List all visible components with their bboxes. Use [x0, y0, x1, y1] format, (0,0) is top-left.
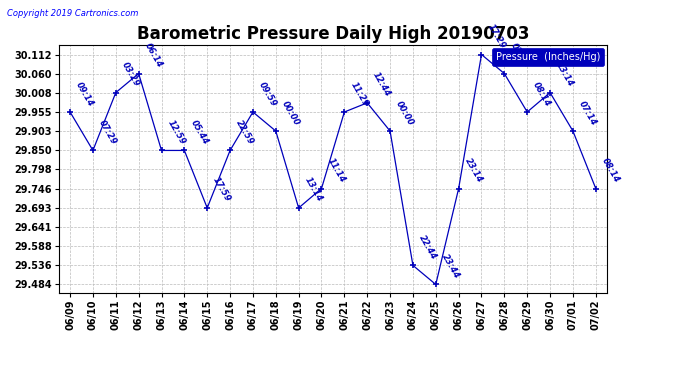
Text: 23:44: 23:44	[440, 252, 461, 280]
Text: 06:14: 06:14	[143, 42, 164, 69]
Text: 13:14: 13:14	[303, 176, 324, 204]
Text: 07:29: 07:29	[97, 118, 118, 146]
Text: 05:44: 05:44	[188, 118, 210, 146]
Text: Copyright 2019 Cartronics.com: Copyright 2019 Cartronics.com	[7, 9, 138, 18]
Text: 07:29: 07:29	[509, 42, 530, 69]
Text: 07:14: 07:14	[577, 99, 598, 127]
Text: 17:59: 17:59	[211, 176, 233, 204]
Text: 13:14: 13:14	[554, 61, 575, 88]
Text: 12:59: 12:59	[166, 118, 187, 146]
Text: 23:14: 23:14	[463, 157, 484, 184]
Text: 12:44: 12:44	[371, 71, 393, 99]
Legend: Pressure  (Inches/Hg): Pressure (Inches/Hg)	[492, 48, 604, 66]
Text: 08:14: 08:14	[600, 157, 621, 184]
Text: 11:14: 11:14	[326, 157, 347, 184]
Text: 22:44: 22:44	[417, 234, 438, 261]
Text: 09:14: 09:14	[75, 80, 95, 108]
Text: 08:14: 08:14	[531, 80, 553, 108]
Text: 09:59: 09:59	[257, 80, 278, 108]
Title: Barometric Pressure Daily High 20190703: Barometric Pressure Daily High 20190703	[137, 26, 529, 44]
Text: 00:00: 00:00	[280, 99, 301, 127]
Text: 03:29: 03:29	[120, 61, 141, 88]
Text: 22:59: 22:59	[234, 118, 255, 146]
Text: 11:29: 11:29	[348, 80, 370, 108]
Text: 00:00: 00:00	[394, 99, 415, 127]
Text: 17:29: 17:29	[486, 22, 507, 50]
